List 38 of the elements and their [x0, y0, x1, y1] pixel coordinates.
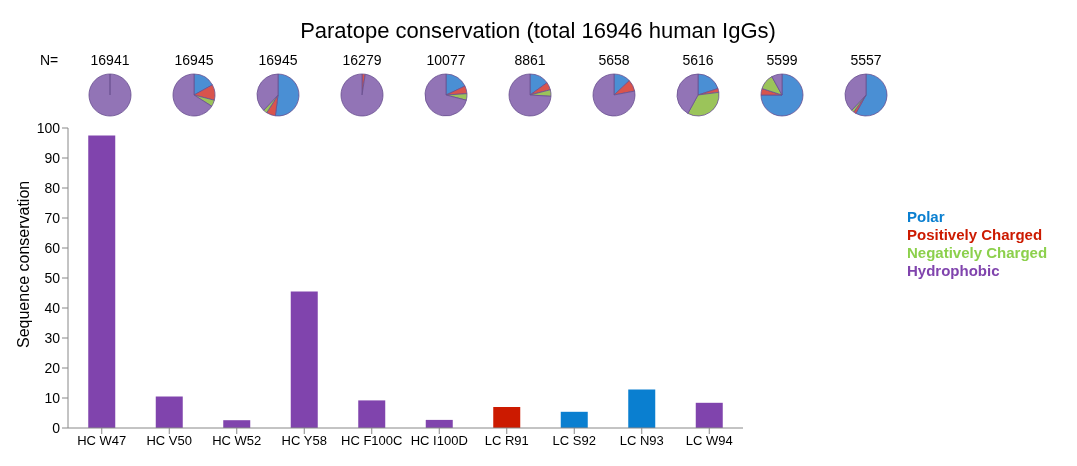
y-tick-label: 10: [44, 389, 61, 406]
chart-title: 16945: [257, 52, 299, 68]
chart-title: 16279: [341, 52, 383, 68]
x-tick-label: HC I100D: [410, 433, 468, 449]
text: Positively Charged: [907, 226, 1043, 243]
x-tick-label: HC W52: [212, 433, 262, 449]
chart-title: 16945: [173, 52, 215, 68]
y-tick-label: 70: [44, 209, 61, 226]
text: N=: [40, 52, 59, 68]
chart-title: 16941: [89, 52, 131, 68]
y-tick-label: 80: [44, 179, 61, 196]
text: Polar: [907, 208, 945, 225]
chart-title: 8861: [513, 52, 547, 68]
chart-title: 5599: [765, 52, 799, 68]
y-tick-label: 0: [52, 419, 61, 436]
chart-title: 5557: [849, 52, 883, 68]
y-tick-label: 20: [44, 359, 61, 376]
chart-title: 5658: [597, 52, 631, 68]
x-tick-label: HC F100C: [341, 433, 403, 449]
x-tick-label: HC V50: [146, 433, 193, 449]
y-tick-label: 40: [44, 299, 61, 316]
y-tick-label: 30: [44, 329, 61, 346]
x-tick-label: LC N93: [619, 433, 664, 449]
y-tick-label: 90: [44, 149, 61, 166]
y-tick-label: 50: [44, 269, 61, 286]
x-tick-label: LC S92: [552, 433, 596, 449]
x-tick-label: LC R91: [484, 433, 529, 449]
chart-title: 10077: [425, 52, 467, 68]
y-axis-title: Sequence conservation: [14, 180, 32, 348]
x-tick-label: HC W47: [77, 433, 127, 449]
chart-title: 5616: [681, 52, 715, 68]
y-tick-label: 60: [44, 239, 61, 256]
text: Hydrophobic: [907, 262, 1000, 279]
legend-label: Negatively Charged: [907, 244, 1048, 261]
x-tick-label: LC W94: [685, 433, 733, 449]
chart-title: Paratope conservation (total 16946 human IgGs): [299, 18, 777, 44]
y-tick-label: 100: [36, 119, 61, 136]
x-tick-label: HC Y58: [281, 433, 327, 449]
